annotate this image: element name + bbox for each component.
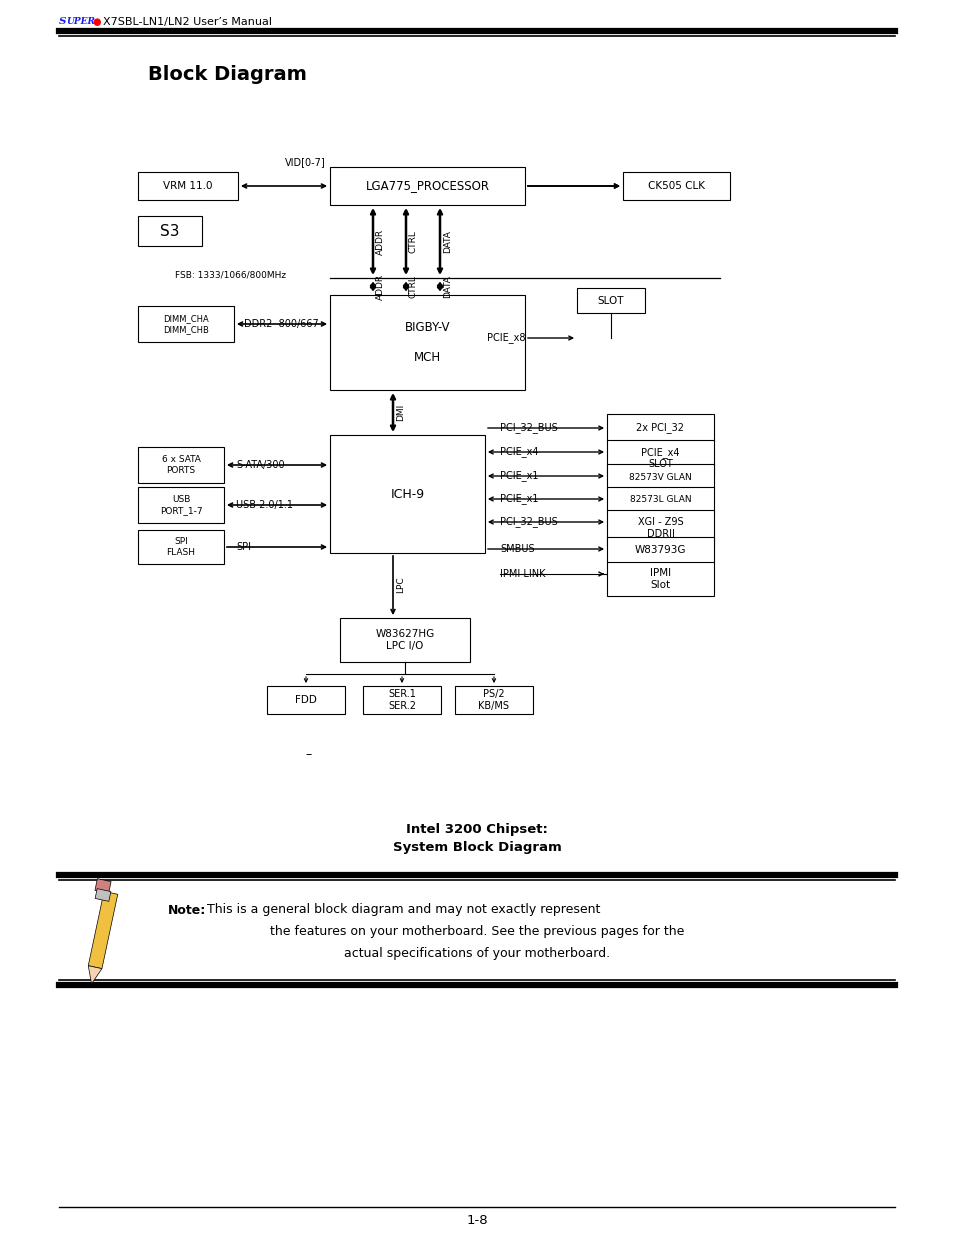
FancyBboxPatch shape: [138, 172, 237, 200]
Text: Note:: Note:: [168, 904, 206, 916]
Text: PCI_32_BUS: PCI_32_BUS: [499, 516, 558, 527]
Text: 6 x SATA
PORTS: 6 x SATA PORTS: [161, 456, 200, 474]
FancyBboxPatch shape: [138, 306, 233, 342]
Text: BIGBY-V

MCH: BIGBY-V MCH: [404, 321, 450, 364]
FancyBboxPatch shape: [622, 172, 729, 200]
Text: PCIE_x4
SLOT: PCIE_x4 SLOT: [640, 447, 679, 469]
Text: CK505 CLK: CK505 CLK: [647, 182, 704, 191]
Text: DDR2  800/667: DDR2 800/667: [244, 319, 318, 329]
FancyBboxPatch shape: [577, 288, 644, 312]
Text: VID[0-7]: VID[0-7]: [285, 157, 325, 167]
Text: SMBUS: SMBUS: [499, 543, 534, 555]
Text: FDD: FDD: [294, 695, 316, 705]
Text: –: –: [305, 748, 311, 762]
Text: 1-8: 1-8: [466, 1214, 487, 1226]
FancyBboxPatch shape: [330, 295, 524, 390]
FancyBboxPatch shape: [606, 537, 713, 563]
Text: PCIE_x4: PCIE_x4: [499, 447, 537, 457]
Text: LPC: LPC: [395, 577, 405, 593]
Text: ADDR: ADDR: [375, 274, 385, 300]
Text: PCIE_x8: PCIE_x8: [486, 332, 525, 343]
Text: S-ATA/300: S-ATA/300: [235, 459, 284, 471]
Bar: [89, 892, 117, 968]
Text: SER.1
SER.2: SER.1 SER.2: [388, 689, 416, 711]
Text: CTRL: CTRL: [409, 231, 417, 253]
Text: Intel 3200 Chipset:: Intel 3200 Chipset:: [406, 824, 547, 836]
Bar: [94, 878, 111, 893]
FancyBboxPatch shape: [606, 464, 713, 490]
FancyBboxPatch shape: [339, 618, 470, 662]
Text: IPMI LINK: IPMI LINK: [499, 569, 545, 579]
FancyBboxPatch shape: [138, 216, 202, 246]
Text: UPER: UPER: [66, 17, 95, 26]
FancyBboxPatch shape: [267, 685, 345, 714]
FancyBboxPatch shape: [363, 685, 440, 714]
Text: USB 2.0/1.1: USB 2.0/1.1: [235, 500, 293, 510]
Text: PS/2
KB/MS: PS/2 KB/MS: [478, 689, 509, 711]
Text: ●: ●: [91, 17, 100, 27]
FancyBboxPatch shape: [606, 510, 713, 546]
Text: the features on your motherboard. See the previous pages for the: the features on your motherboard. See th…: [270, 925, 683, 939]
Polygon shape: [89, 966, 102, 984]
FancyBboxPatch shape: [138, 487, 224, 522]
Text: LGA775_PROCESSOR: LGA775_PROCESSOR: [365, 179, 489, 193]
FancyBboxPatch shape: [330, 167, 524, 205]
Text: CTRL: CTRL: [409, 275, 417, 299]
FancyBboxPatch shape: [455, 685, 533, 714]
Text: W83627HG
LPC I/O: W83627HG LPC I/O: [375, 629, 435, 651]
Text: PCIE_x1: PCIE_x1: [499, 471, 537, 482]
Text: S3: S3: [160, 224, 179, 238]
Text: ADDR: ADDR: [375, 228, 385, 256]
Text: USB
PORT_1-7: USB PORT_1-7: [159, 495, 202, 515]
Text: System Block Diagram: System Block Diagram: [393, 841, 560, 855]
Text: XGI - Z9S
DDRII: XGI - Z9S DDRII: [637, 517, 682, 538]
Text: Block Diagram: Block Diagram: [148, 65, 307, 84]
FancyBboxPatch shape: [606, 562, 713, 597]
Text: S: S: [59, 17, 67, 26]
FancyBboxPatch shape: [606, 487, 713, 513]
Text: 82573V GLAN: 82573V GLAN: [628, 473, 691, 482]
Text: SPI: SPI: [235, 542, 251, 552]
Text: DATA: DATA: [442, 231, 452, 253]
Text: ICH-9: ICH-9: [390, 488, 424, 500]
Text: DIMM_CHA
DIMM_CHB: DIMM_CHA DIMM_CHB: [163, 314, 209, 333]
Text: FSB: 1333/1066/800MHz: FSB: 1333/1066/800MHz: [174, 270, 286, 279]
Text: PCI_32_BUS: PCI_32_BUS: [499, 422, 558, 433]
FancyBboxPatch shape: [606, 440, 713, 475]
Text: 82573L GLAN: 82573L GLAN: [629, 495, 691, 505]
Text: VRM 11.0: VRM 11.0: [163, 182, 213, 191]
Text: IPMI
Slot: IPMI Slot: [649, 568, 670, 590]
Bar: [95, 889, 111, 902]
Text: PCIE_x1: PCIE_x1: [499, 494, 537, 504]
Text: W83793G: W83793G: [634, 545, 685, 555]
FancyBboxPatch shape: [138, 530, 224, 564]
Text: SLOT: SLOT: [598, 295, 623, 305]
Text: SPI
FLASH: SPI FLASH: [167, 537, 195, 557]
Text: 2x PCI_32: 2x PCI_32: [636, 422, 684, 433]
Text: actual specifications of your motherboard.: actual specifications of your motherboar…: [344, 947, 609, 961]
FancyBboxPatch shape: [138, 447, 224, 483]
FancyBboxPatch shape: [330, 435, 484, 553]
Text: X7SBL-LN1/LN2 User’s Manual: X7SBL-LN1/LN2 User’s Manual: [103, 17, 272, 27]
Text: DMI: DMI: [395, 404, 405, 421]
Text: DATA: DATA: [442, 275, 452, 299]
FancyBboxPatch shape: [606, 414, 713, 442]
Text: This is a general block diagram and may not exactly represent: This is a general block diagram and may …: [203, 904, 599, 916]
